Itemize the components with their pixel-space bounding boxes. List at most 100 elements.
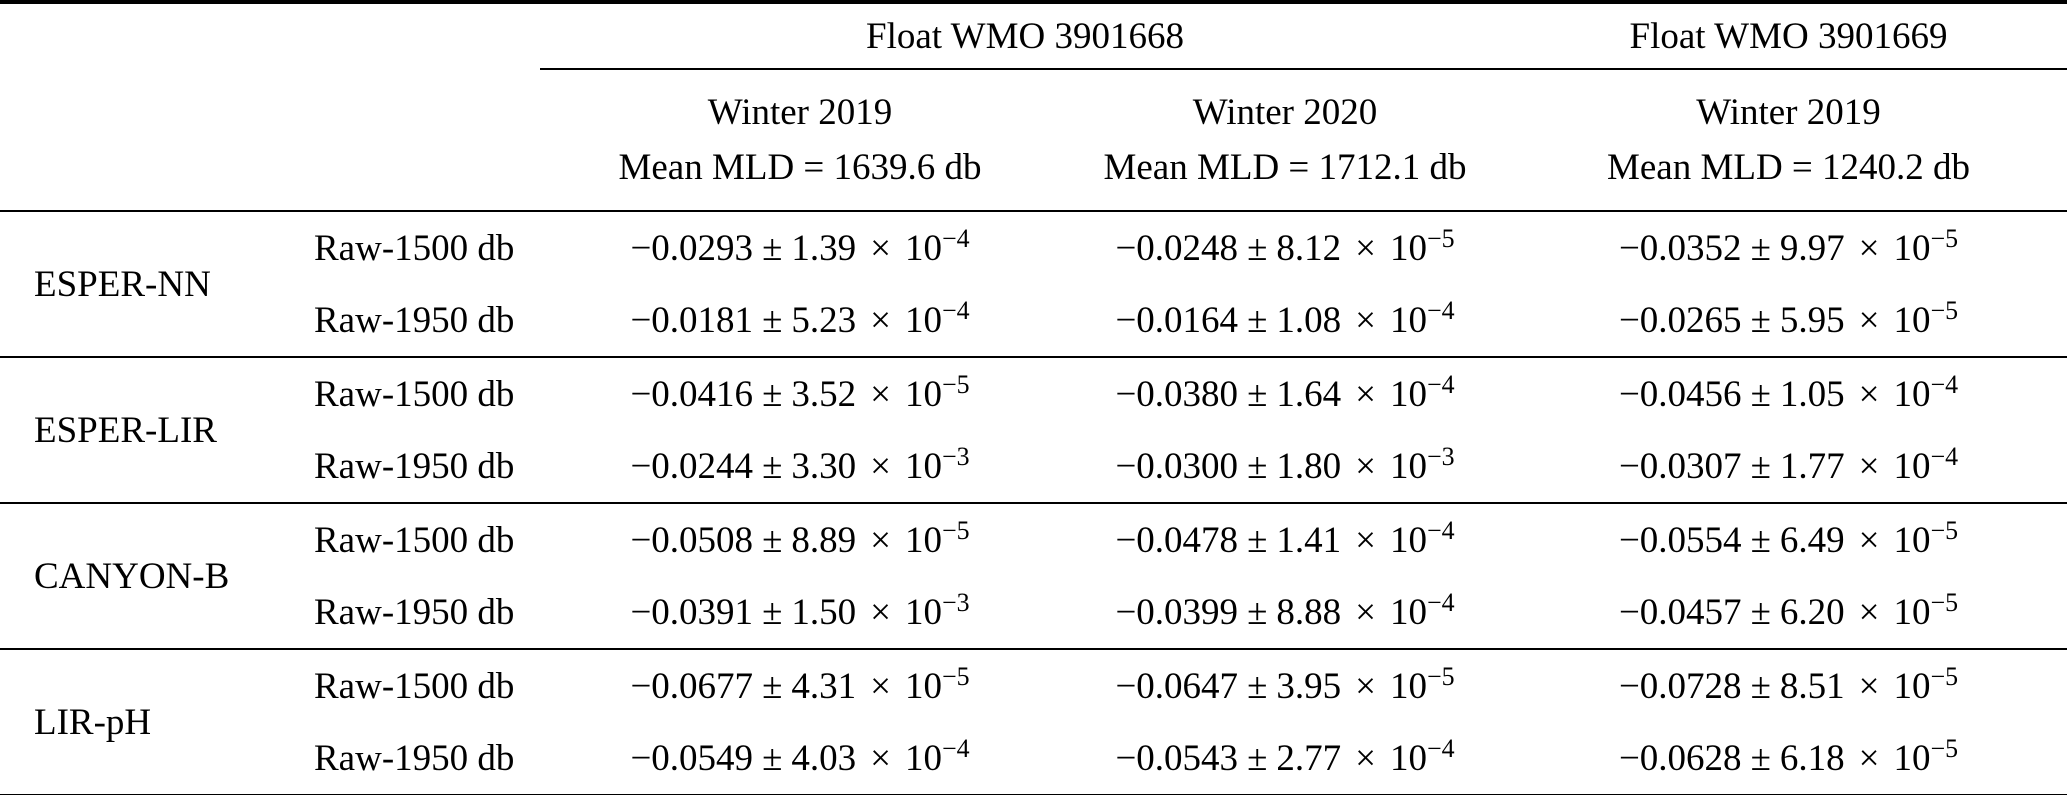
mean-value: −0.0391 (630, 591, 754, 633)
value-cell: −0.0647 ±3.95 × 10−5 (1060, 648, 1510, 722)
uncertainty-value: 9.97 (1779, 227, 1845, 269)
mean-value: −0.0399 (1115, 591, 1239, 633)
uncertainty-value: 8.51 (1779, 665, 1845, 707)
times-sign: × (1355, 445, 1376, 487)
plus-minus-sign: ± (762, 445, 783, 487)
uncertainty-value: 4.31 (791, 665, 857, 707)
value-cell: −0.0380 ±1.64 × 10−4 (1060, 356, 1510, 430)
table-row: ESPER-LIR Raw-1500 db −0.0416 ±3.52 × 10−5 … (0, 356, 2067, 503)
uncertainty-value: 1.39 (791, 227, 857, 269)
value-cell: −0.0554 ±6.49 × 10−5 (1510, 502, 2067, 576)
uncertainty-value: 1.41 (1276, 519, 1342, 561)
times-sign: × (870, 299, 891, 341)
mean-value: −0.0728 (1618, 665, 1742, 707)
exponent: −4 (1427, 587, 1455, 617)
season-label: Winter 2019 (1696, 91, 1881, 133)
base-ten: 10 (1390, 591, 1427, 633)
plus-minus-sign: ± (1247, 519, 1268, 561)
plus-minus-sign: ± (1247, 591, 1268, 633)
value-cell: −0.0416 ±3.52 × 10−5 (540, 356, 1060, 430)
times-sign: × (1858, 519, 1880, 561)
mean-value: −0.0352 (1618, 227, 1742, 269)
mean-value: −0.0244 (630, 445, 754, 487)
value-cell: −0.0628 ±6.18 × 10−5 (1510, 722, 2067, 795)
base-ten: 10 (905, 373, 942, 415)
float-header-row: Float WMO 3901668 Float WMO 3901669 (0, 2, 2067, 70)
base-ten: 10 (1893, 373, 1931, 415)
times-sign: × (1858, 227, 1880, 269)
value-cell: −0.0352 ±9.97 × 10−5 (1510, 210, 2067, 284)
value-cell: −0.0181 ±5.23 × 10−4 (540, 284, 1060, 357)
plus-minus-sign: ± (762, 299, 783, 341)
value-cell: −0.0728 ±8.51 × 10−5 (1510, 648, 2067, 722)
uncertainty-value: 1.08 (1276, 299, 1342, 341)
exponent: −5 (1930, 587, 1959, 617)
value-cell: −0.0244 ±3.30 × 10−3 (540, 430, 1060, 503)
times-sign: × (1858, 445, 1880, 487)
mean-value: −0.0380 (1115, 373, 1239, 415)
exponent: −3 (1427, 441, 1455, 471)
times-sign: × (1858, 299, 1880, 341)
base-ten: 10 (1893, 737, 1931, 779)
mean-value: −0.0554 (1618, 519, 1742, 561)
table-row: ESPER-NN Raw-1500 db −0.0293 ±1.39 × 10−4 −… (0, 210, 2067, 357)
base-ten: 10 (905, 665, 942, 707)
row-label: Raw-1500 db (300, 502, 540, 576)
base-ten: 10 (905, 737, 942, 779)
value-cell: −0.0293 ±1.39 × 10−4 (540, 210, 1060, 284)
empty-corner-cell (0, 69, 540, 211)
times-sign: × (870, 227, 891, 269)
base-ten: 10 (905, 227, 942, 269)
row-label: Raw-1950 db (314, 591, 515, 633)
times-sign: × (1355, 227, 1376, 269)
group-label-esper-lir: ESPER-LIR (0, 356, 300, 503)
times-sign: × (1858, 737, 1880, 779)
plus-minus-sign: ± (1247, 737, 1268, 779)
exponent: −5 (942, 515, 970, 545)
uncertainty-value: 1.50 (791, 591, 857, 633)
mld-label: Mean MLD = 1712.1 db (1103, 147, 1467, 188)
mean-value: −0.0456 (1618, 373, 1742, 415)
plus-minus-sign: ± (1247, 227, 1268, 269)
mean-value: −0.0543 (1115, 737, 1239, 779)
row-label: Raw-1950 db (314, 445, 515, 487)
exponent: −4 (1427, 369, 1455, 399)
table-row: LIR-pH Raw-1500 db −0.0677 ±4.31 × 10−5 −0.… (0, 648, 2067, 795)
times-sign: × (1355, 591, 1376, 633)
season-header-row: Winter 2019 Mean MLD = 1639.6 db Winter … (0, 69, 2067, 211)
base-ten: 10 (1893, 519, 1931, 561)
exponent: −3 (942, 587, 970, 617)
times-sign: × (870, 445, 891, 487)
times-sign: × (1355, 737, 1376, 779)
season-header-winter2019-669: Winter 2019 Mean MLD = 1240.2 db (1510, 69, 2067, 211)
times-sign: × (1355, 665, 1376, 707)
base-ten: 10 (905, 519, 942, 561)
times-sign: × (1858, 591, 1880, 633)
plus-minus-sign: ± (1750, 373, 1771, 415)
table-row: Raw-1950 db −0.0549 ±4.03 × 10−4 −0.0543 ±2.… (0, 722, 2067, 795)
times-sign: × (870, 665, 891, 707)
table-row: Raw-1950 db −0.0391 ±1.50 × 10−3 −0.0399 ±8.… (0, 576, 2067, 649)
group-label-lir-ph: LIR-pH (0, 648, 300, 795)
uncertainty-value: 1.64 (1276, 373, 1342, 415)
uncertainty-value: 2.77 (1276, 737, 1342, 779)
times-sign: × (1355, 299, 1376, 341)
float-wmo-3901669-header: Float WMO 3901669 (1510, 2, 2067, 70)
exponent: −4 (942, 295, 970, 325)
times-sign: × (1858, 665, 1880, 707)
base-ten: 10 (1390, 665, 1427, 707)
exponent: −5 (942, 661, 970, 691)
uncertainty-value: 6.20 (1779, 591, 1845, 633)
base-ten: 10 (1390, 519, 1427, 561)
plus-minus-sign: ± (762, 665, 783, 707)
float-wmo-3901668-header: Float WMO 3901668 (540, 2, 1510, 70)
uncertainty-value: 3.52 (791, 373, 857, 415)
value-cell: −0.0391 ±1.50 × 10−3 (540, 576, 1060, 649)
base-ten: 10 (905, 591, 942, 633)
plus-minus-sign: ± (762, 227, 783, 269)
uncertainty-value: 8.12 (1276, 227, 1342, 269)
base-ten: 10 (1893, 227, 1931, 269)
mean-value: −0.0300 (1115, 445, 1239, 487)
exponent: −5 (1930, 733, 1959, 763)
